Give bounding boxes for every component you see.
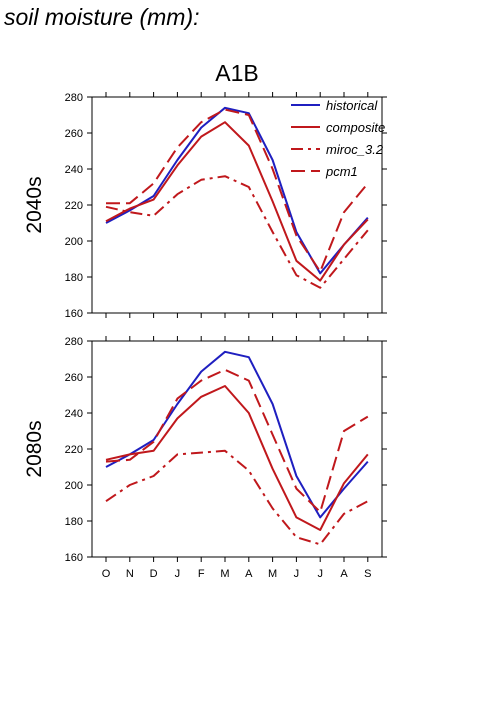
x-tick-label: J: [175, 568, 181, 580]
y-tick-label: 160: [65, 552, 83, 564]
y-tick-label: 220: [65, 444, 83, 456]
x-tick-label: N: [126, 568, 134, 580]
series-line-pcm1: [105, 368, 369, 513]
x-tick-label: M: [268, 568, 277, 580]
row-label: 2040s: [23, 176, 46, 233]
chart-panel-2: 160 180 200 220 240 260 280 O N D J F M A M J J A S 2080s: [23, 336, 387, 580]
legend-label: historical: [326, 98, 378, 113]
x-tick-label: M: [220, 568, 229, 580]
y-tick-label: 200: [65, 480, 83, 492]
legend: historical composite miroc_3.2 pcm1: [291, 98, 385, 179]
y-tick-label: 240: [65, 164, 83, 176]
x-tick-label: S: [364, 568, 371, 580]
series-line-composite: [105, 121, 369, 282]
series-line-miroc-3-2: [105, 175, 369, 289]
x-tick-label: A: [245, 568, 253, 580]
y-tick-label: 200: [65, 236, 83, 248]
y-tick-label: 260: [65, 372, 83, 384]
y-tick-label: 220: [65, 200, 83, 212]
y-tick-label: 280: [65, 336, 83, 348]
series-line-historical: [105, 350, 369, 519]
y-tick-label: 280: [65, 92, 83, 104]
legend-label: miroc_3.2: [326, 142, 384, 157]
x-tick-label: J: [317, 568, 323, 580]
x-tick-label: O: [102, 568, 111, 580]
panels: 160 180 200 220 240 260 280 2040s historical comp…: [23, 92, 387, 580]
page-title: soil moisture (mm):: [4, 4, 200, 30]
row-label: 2080s: [23, 420, 46, 477]
x-tick-label: J: [294, 568, 300, 580]
series-line-composite: [105, 385, 369, 531]
x-tick-label: D: [150, 568, 158, 580]
scenario-title: A1B: [215, 60, 258, 86]
legend-label: pcm1: [325, 164, 358, 179]
x-tick-label: F: [198, 568, 205, 580]
series-line-miroc-3-2: [105, 449, 369, 546]
y-tick-label: 180: [65, 272, 83, 284]
series-line-historical: [105, 106, 369, 275]
legend-label: composite: [326, 120, 385, 135]
chart-panel-1: 160 180 200 220 240 260 280 2040s historical comp…: [23, 92, 387, 320]
x-tick-label: A: [340, 568, 348, 580]
y-tick-label: 160: [65, 308, 83, 320]
y-tick-label: 180: [65, 516, 83, 528]
y-tick-label: 240: [65, 408, 83, 420]
y-tick-label: 260: [65, 128, 83, 140]
series-line-pcm1: [106, 108, 369, 273]
